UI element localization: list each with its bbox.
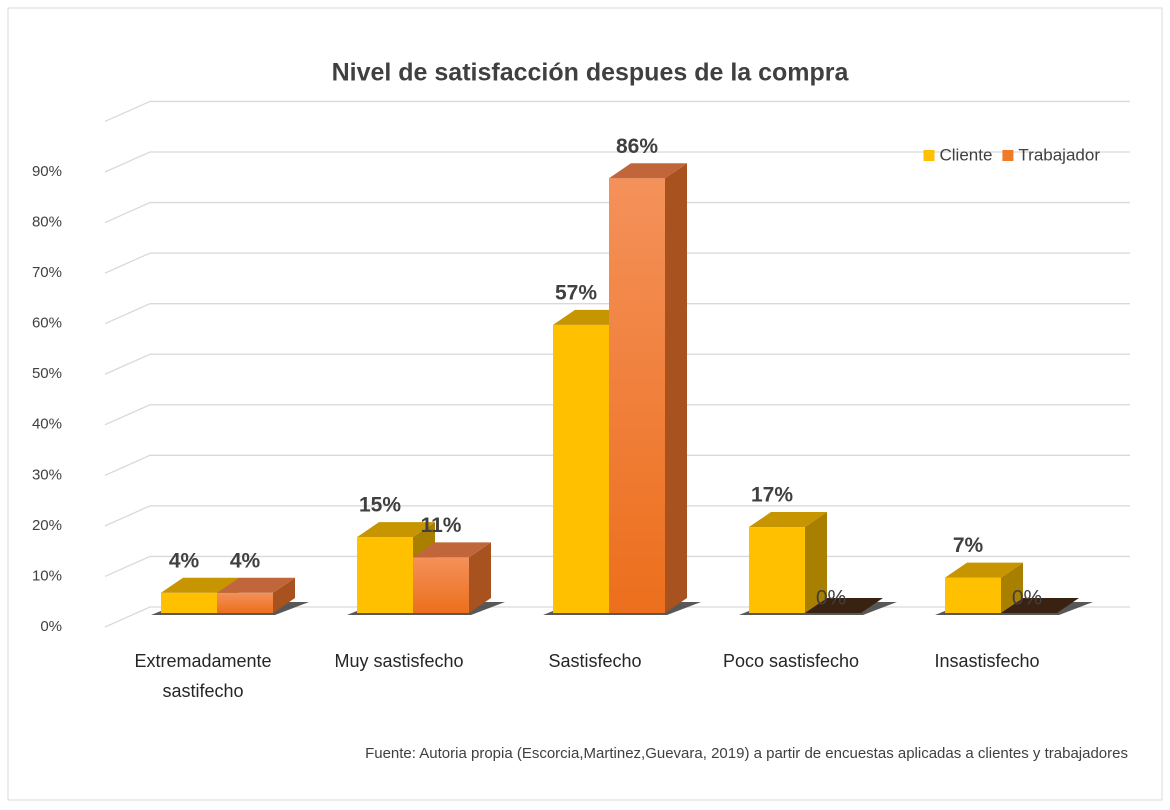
data-label: 11% xyxy=(421,514,462,537)
y-tick-label: 80% xyxy=(32,214,62,231)
bar-top xyxy=(945,562,1023,578)
bar-top xyxy=(161,577,239,593)
grid-line xyxy=(104,303,1130,325)
grid-line xyxy=(104,454,1130,476)
data-label: 4% xyxy=(169,549,200,572)
data-label: 86% xyxy=(616,135,658,158)
legend-swatch xyxy=(923,150,935,161)
bar-front xyxy=(161,592,217,613)
bar-top xyxy=(357,522,435,538)
chart-title: Nivel de satisfacción despues de la comp… xyxy=(332,59,850,87)
bar-side xyxy=(665,163,687,613)
bar xyxy=(609,163,687,613)
y-tick-label: 20% xyxy=(32,517,62,534)
data-label: 0% xyxy=(1012,587,1042,610)
grid-line xyxy=(104,353,1130,375)
data-label: 4% xyxy=(230,549,261,572)
x-tick-label: Extremadamente sastifecho xyxy=(134,651,272,701)
y-tick-label: 40% xyxy=(32,416,62,433)
y-tick-label: 10% xyxy=(32,567,62,584)
x-tick-label: Insastisfecho xyxy=(934,651,1040,671)
grid-line xyxy=(104,100,1130,123)
bar xyxy=(805,598,883,613)
bar xyxy=(1001,598,1079,613)
bar-side xyxy=(1001,562,1023,613)
bar xyxy=(413,542,491,613)
legend-swatch xyxy=(1002,150,1014,161)
y-tick-label: 70% xyxy=(32,264,62,281)
data-label: 17% xyxy=(751,484,793,507)
y-tick-label: 90% xyxy=(32,163,62,180)
data-label: 15% xyxy=(359,494,401,517)
grid-line xyxy=(104,151,1130,173)
bar xyxy=(749,512,827,613)
y-tick-label: 30% xyxy=(32,466,62,483)
x-tick-label: Sastisfecho xyxy=(548,651,642,671)
bar-side xyxy=(469,542,491,613)
data-label: 7% xyxy=(953,534,984,557)
bar-front xyxy=(945,577,1001,613)
bar-front xyxy=(413,557,469,613)
bar-side xyxy=(805,512,827,613)
bar xyxy=(945,562,1023,613)
y-tick-label: 50% xyxy=(32,365,62,382)
grid-line xyxy=(104,252,1130,274)
bar-front xyxy=(217,592,273,613)
bar-side xyxy=(273,577,295,613)
bar-top xyxy=(1001,598,1079,613)
x-tick-label: Poco sastisfecho xyxy=(722,651,860,671)
grid-line xyxy=(104,404,1130,426)
bar-top xyxy=(749,512,827,528)
bar-top xyxy=(413,542,491,558)
bar-top xyxy=(609,163,687,179)
bar-top xyxy=(805,598,883,613)
bar-front xyxy=(553,324,609,613)
legend-label: Trabajador xyxy=(1018,145,1100,164)
bar-front xyxy=(609,178,665,613)
grid-line xyxy=(104,201,1130,224)
bar-front xyxy=(749,527,805,613)
bar-front xyxy=(357,537,413,613)
y-tick-label: 0% xyxy=(40,618,62,635)
bar xyxy=(217,577,295,613)
data-label: 0% xyxy=(816,587,846,610)
legend-label: Cliente xyxy=(939,145,992,164)
x-tick-label: Muy sastisfecho xyxy=(334,651,464,671)
grid-line xyxy=(104,505,1130,527)
data-label: 57% xyxy=(555,281,597,304)
y-tick-label: 60% xyxy=(32,315,62,332)
bar-top xyxy=(217,577,295,593)
source-note: Fuente: Autoria propia (Escorcia,Martine… xyxy=(365,745,1128,762)
